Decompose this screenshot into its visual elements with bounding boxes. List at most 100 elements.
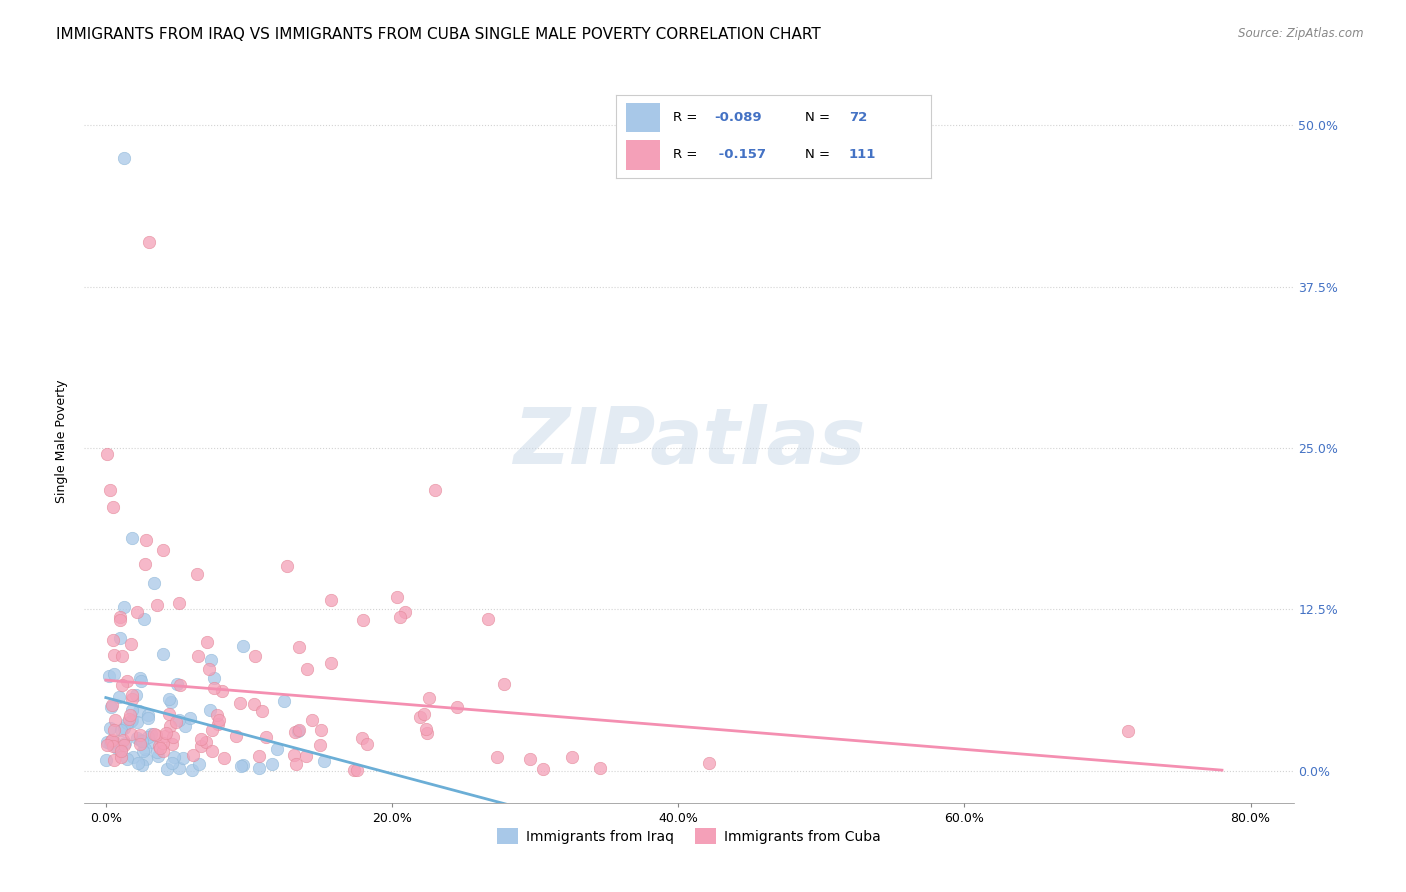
Point: [287, 723, 309, 738]
Point: [519, 752, 541, 766]
Point: [157, 707, 180, 722]
Point: [125, 688, 148, 702]
Point: [201, 744, 224, 758]
Point: [97, 668, 120, 682]
Point: [125, 605, 148, 619]
Point: [152, 744, 174, 758]
Point: [254, 730, 277, 744]
Point: [128, 704, 150, 718]
Point: [413, 706, 436, 721]
Point: [101, 739, 124, 754]
Point: [243, 648, 266, 663]
Point: [409, 710, 432, 724]
Point: [138, 711, 160, 725]
Point: [198, 703, 221, 717]
Point: [108, 610, 131, 624]
Point: [149, 740, 172, 755]
Point: [247, 748, 270, 763]
Point: [187, 648, 209, 663]
Point: [112, 151, 135, 165]
Point: [232, 758, 254, 772]
Point: [697, 756, 720, 770]
Point: [589, 760, 612, 774]
Text: Source: ZipAtlas.com: Source: ZipAtlas.com: [1239, 27, 1364, 40]
Point: [197, 635, 219, 649]
Point: [118, 707, 141, 722]
Point: [104, 713, 127, 727]
Point: [183, 747, 205, 762]
Point: [167, 596, 190, 610]
Point: [131, 733, 153, 747]
Point: [125, 731, 148, 745]
Point: [155, 725, 177, 739]
Point: [127, 714, 149, 729]
Point: [159, 719, 181, 733]
Point: [200, 653, 222, 667]
Point: [179, 711, 201, 725]
Point: [560, 750, 582, 764]
Point: [212, 750, 235, 764]
Point: [167, 713, 190, 727]
Point: [260, 757, 283, 772]
Point: [101, 500, 124, 514]
Point: [94, 753, 117, 767]
Point: [169, 761, 191, 775]
Point: [288, 640, 311, 654]
Point: [416, 725, 439, 739]
Point: [121, 714, 143, 728]
Point: [232, 639, 254, 653]
Point: [486, 750, 509, 764]
Point: [103, 734, 125, 748]
Point: [174, 719, 197, 733]
Point: [120, 727, 142, 741]
Point: [160, 695, 183, 709]
Point: [120, 714, 142, 729]
Point: [134, 558, 156, 572]
Point: [142, 727, 165, 741]
Point: [156, 762, 179, 776]
Point: [105, 740, 128, 755]
Point: [166, 677, 188, 691]
Point: [273, 694, 295, 708]
Point: [96, 738, 118, 752]
Point: [343, 763, 366, 777]
Point: [162, 730, 184, 744]
Point: [202, 681, 225, 695]
Point: [394, 605, 416, 619]
Point: [1116, 723, 1139, 738]
Point: [153, 729, 176, 743]
Point: [201, 723, 224, 738]
Point: [145, 599, 167, 613]
Point: [129, 737, 152, 751]
Point: [139, 734, 162, 748]
Point: [112, 721, 135, 735]
Point: [301, 714, 323, 728]
Point: [121, 691, 143, 706]
Point: [111, 648, 134, 663]
Point: [127, 756, 149, 771]
Point: [120, 637, 142, 651]
Point: [477, 612, 499, 626]
Point: [160, 756, 183, 770]
Point: [96, 446, 118, 460]
Point: [202, 671, 225, 685]
Point: [135, 752, 157, 766]
Point: [121, 688, 143, 702]
Point: [284, 757, 307, 772]
Point: [388, 610, 411, 624]
Point: [276, 558, 298, 573]
Point: [231, 759, 253, 773]
Point: [110, 750, 132, 764]
Point: [132, 744, 155, 758]
Point: [110, 743, 132, 757]
Point: [157, 692, 180, 706]
Point: [165, 714, 187, 729]
Point: [352, 614, 374, 628]
Point: [385, 590, 408, 604]
Point: [295, 749, 318, 764]
Point: [321, 593, 343, 607]
Point: [195, 735, 218, 749]
Point: [283, 748, 305, 763]
Point: [356, 737, 378, 751]
Point: [103, 723, 125, 737]
